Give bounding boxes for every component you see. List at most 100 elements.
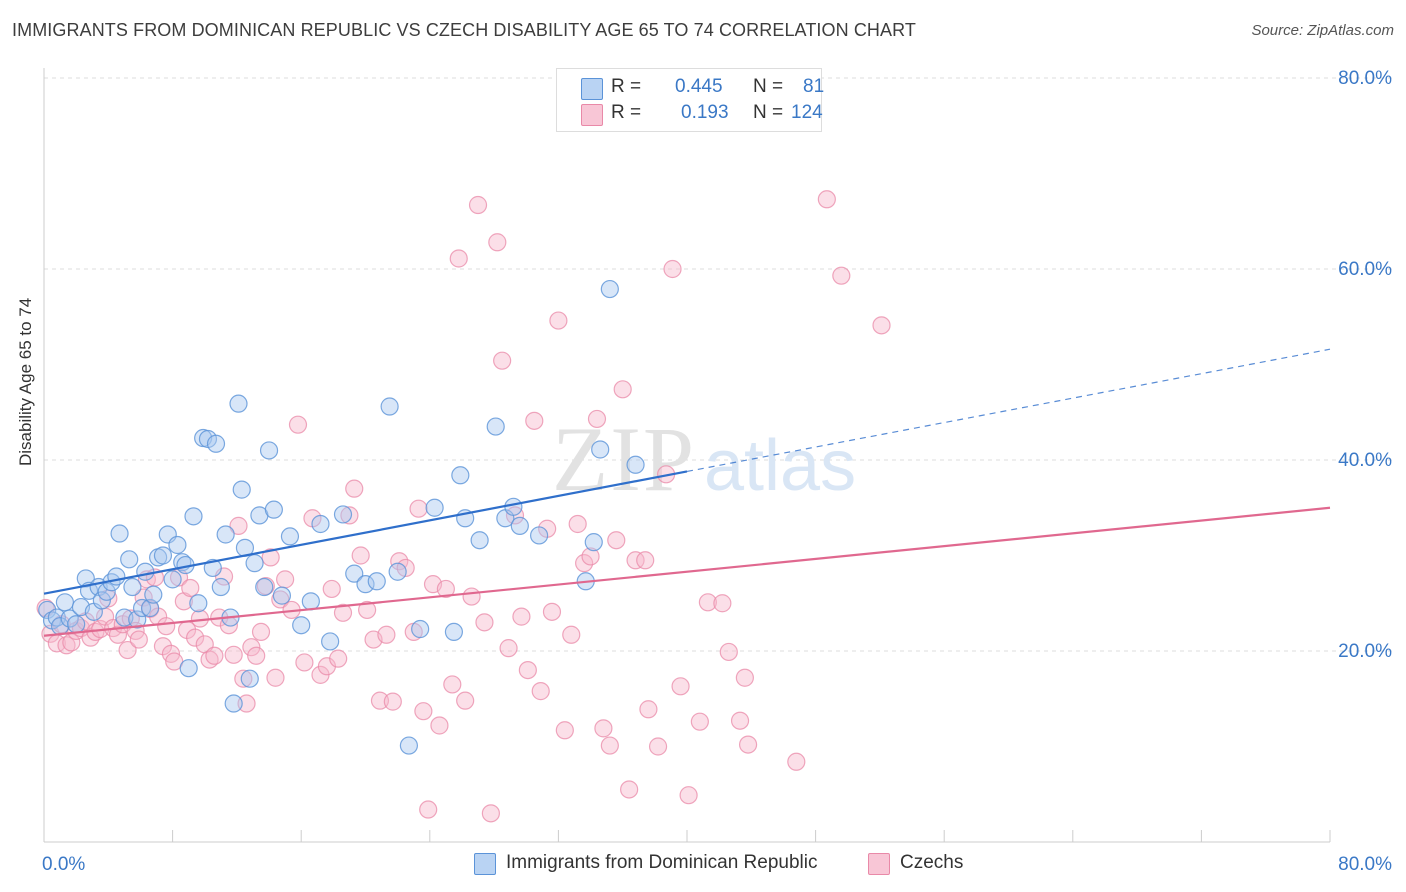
dominican-point (333, 505, 353, 524)
dominican-point (211, 577, 230, 597)
series-legend-czechs: Czechs (868, 852, 988, 876)
dominican-point (140, 598, 160, 618)
czechs-point (626, 551, 645, 570)
legend-swatch-blue (581, 78, 603, 100)
y-tick-label: 40.0% (1338, 450, 1392, 471)
czechs-point (562, 625, 581, 644)
czechs-point (377, 625, 396, 644)
series-name: Immigrants from Dominican Republic (506, 852, 818, 873)
dominican-point (311, 514, 330, 534)
czechs-point (568, 514, 587, 534)
czechs-point (648, 737, 668, 756)
czechs-point (832, 266, 851, 285)
czechs-point (690, 712, 709, 731)
czechs-point (443, 675, 462, 694)
dominican-points (38, 279, 645, 755)
dominican-point (451, 466, 470, 485)
czechs-point (787, 752, 806, 771)
dominican-point (128, 610, 147, 629)
czechs-point (224, 645, 243, 664)
czechs-point (129, 630, 148, 649)
czechs-point (671, 677, 690, 696)
czechs-point (607, 531, 626, 550)
czechs-point (288, 415, 308, 434)
czechs-point (229, 516, 248, 535)
czechs-point (531, 682, 550, 701)
czechs-point (600, 736, 619, 755)
dominican-point (444, 622, 464, 642)
chart-title: IMMIGRANTS FROM DOMINICAN REPUBLIC VS CZ… (12, 20, 916, 40)
series-name: Czechs (900, 852, 964, 873)
czechs-point (542, 602, 562, 621)
czechs-point (419, 800, 438, 819)
czechs-point (340, 506, 359, 525)
czechs-point (493, 351, 512, 370)
czechs-point (409, 499, 428, 518)
dominican-point (530, 526, 549, 545)
czechs-point (456, 691, 475, 710)
series-swatch-blue (474, 853, 496, 875)
czechs-point (266, 668, 285, 687)
dominican-point (110, 524, 129, 543)
dominican-point (168, 535, 187, 555)
czechs-point (256, 576, 275, 596)
czechs-point (205, 646, 224, 665)
dominican-point (120, 550, 139, 569)
dominican-point (255, 577, 274, 597)
czechs-point (549, 311, 568, 330)
dominican-point (144, 585, 163, 604)
legend-n-label: N = (753, 102, 784, 123)
czechs-point (358, 600, 377, 620)
dominican-point (356, 575, 375, 594)
czechs-point (242, 638, 261, 657)
czechs-point (186, 628, 205, 647)
tick-labels: 20.0% 40.0% 60.0% 80.0% 0.0% 80.0% (42, 68, 1392, 875)
source-label: Source: ZipAtlas.com (1251, 22, 1394, 39)
dominican-point (240, 669, 259, 688)
czechs-point (698, 593, 717, 612)
watermark-zip: ZIP (552, 408, 696, 510)
x-tick-label: 80.0% (1338, 854, 1392, 875)
dominican-point (626, 455, 645, 474)
dominican-point (92, 591, 111, 610)
dominican-point (123, 577, 142, 597)
legend-row-dominican: R = 0.445 N = 81 (581, 76, 824, 100)
dominican-point (345, 564, 364, 583)
dominican-point (411, 619, 430, 639)
dominican-point (206, 434, 226, 453)
czechs-point (247, 646, 266, 665)
czechs-point (449, 249, 468, 268)
dominican-point (224, 694, 243, 713)
dominican-point (203, 558, 222, 578)
czechs-point (108, 625, 128, 644)
czechs-point (370, 691, 390, 710)
dominican-point (55, 593, 74, 612)
gridlines (44, 77, 1392, 652)
legend-r-label: R = (611, 102, 642, 123)
czechs-point (118, 640, 137, 660)
dominican-point (504, 497, 523, 516)
legend-r-label: R = (611, 76, 642, 97)
y-axis-label: Disability Age 65 to 74 (16, 297, 35, 466)
czechs-point (639, 700, 658, 719)
czechs-point (430, 716, 449, 735)
dominican-point (259, 441, 279, 460)
czechs-point (351, 546, 370, 565)
czechs-point (738, 735, 758, 754)
czechs-point (499, 639, 518, 658)
czechs-point (276, 570, 295, 589)
dominican-point (280, 527, 300, 546)
czechs-point (462, 587, 481, 606)
dominican-point (184, 507, 203, 526)
czechs-point (575, 554, 594, 573)
dominican-point (38, 600, 57, 620)
axes (43, 68, 1331, 843)
czechs-point (730, 711, 750, 730)
dominican-point (245, 554, 264, 573)
series-swatch-pink (868, 853, 890, 875)
dominican-point (425, 498, 444, 517)
dominican-point (216, 525, 235, 544)
y-tick-label: 60.0% (1338, 259, 1392, 280)
czechs-point (383, 692, 402, 711)
czechs-point (481, 804, 500, 823)
